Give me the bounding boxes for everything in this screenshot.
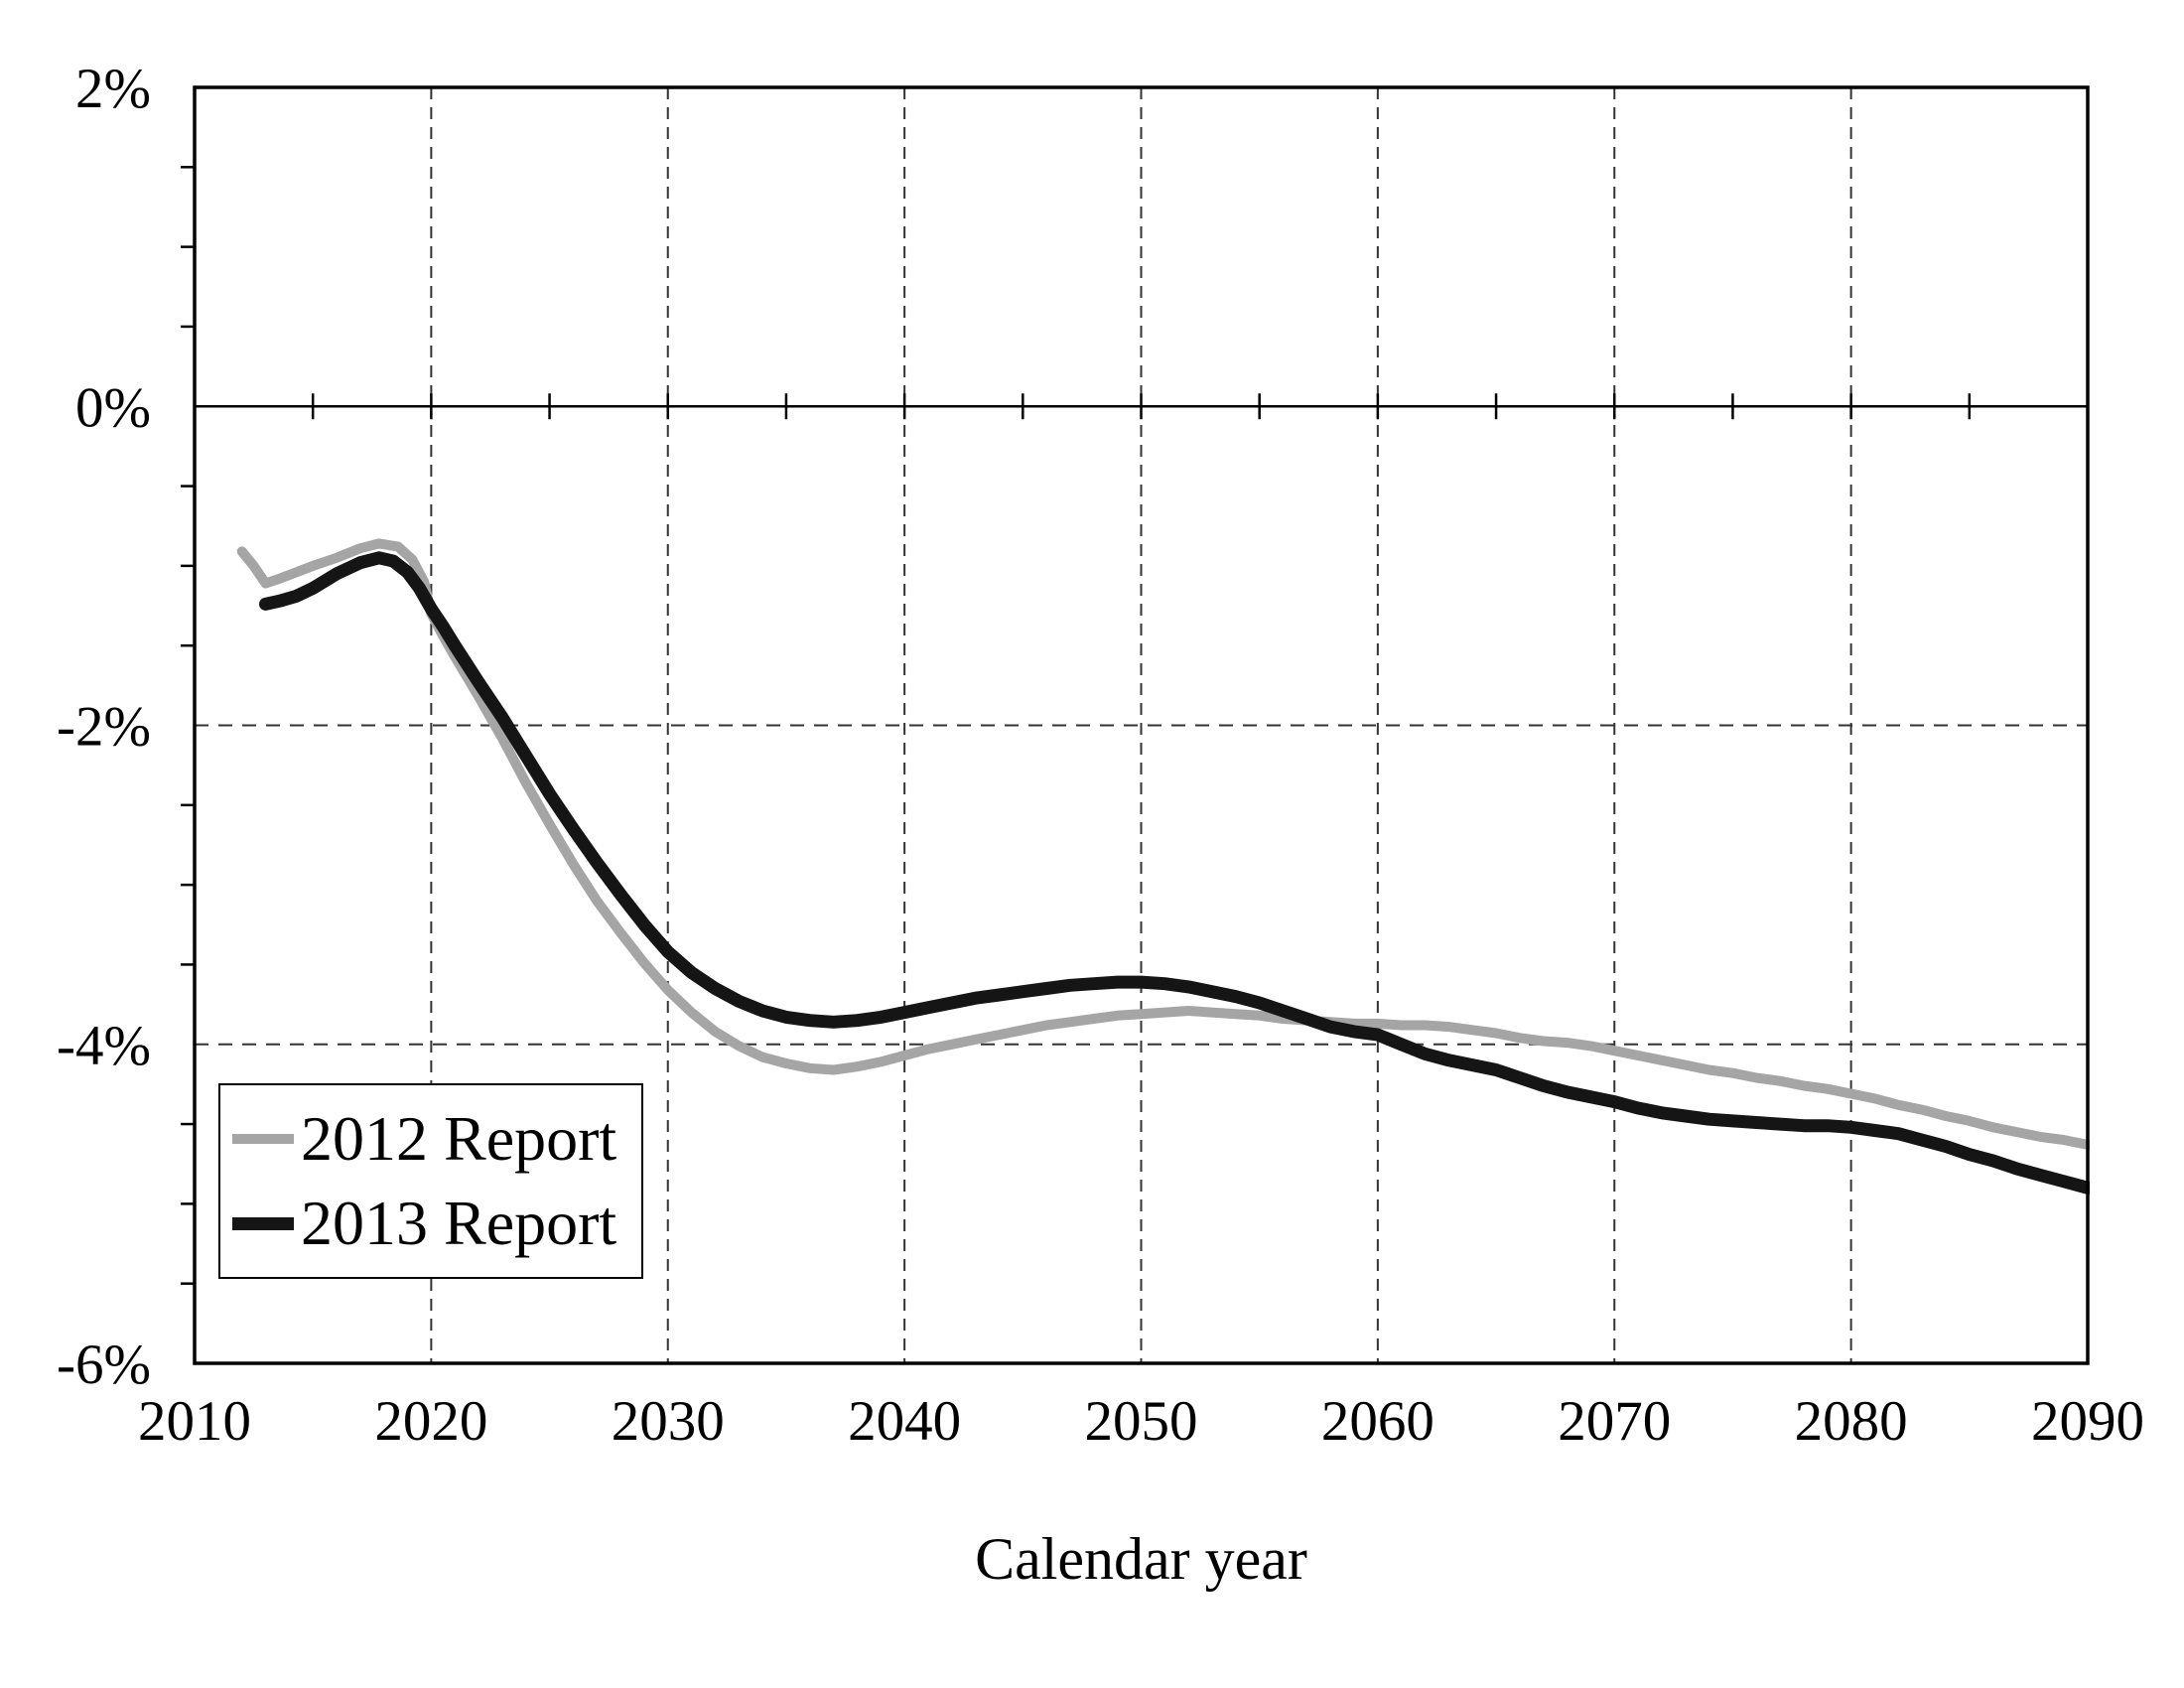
- y-tick-label-0%: 0%: [75, 376, 151, 439]
- x-tick-label-2020: 2020: [374, 1390, 487, 1453]
- series-line-2012-report: [236, 538, 2090, 1150]
- legend-swatch-2013-report: [232, 1216, 294, 1230]
- x-tick-label-2080: 2080: [1795, 1390, 1908, 1453]
- legend-label-2012-report: 2012 Report: [301, 1102, 617, 1174]
- legend: 2012 Report 2013 Report: [218, 1083, 643, 1279]
- x-tick-label-2030: 2030: [612, 1390, 725, 1453]
- x-tick-label-2050: 2050: [1085, 1390, 1198, 1453]
- series-line-2013-report: [259, 551, 2090, 1195]
- x-tick-label-2070: 2070: [1558, 1390, 1671, 1453]
- y-tick-label--6%: -6%: [57, 1334, 151, 1396]
- x-axis-title: Calendar year: [975, 1526, 1307, 1592]
- x-tick-label-2060: 2060: [1321, 1390, 1434, 1453]
- plot-border: [193, 85, 2090, 1365]
- y-tick-label-2%: 2%: [75, 58, 151, 120]
- x-tick-label-2040: 2040: [848, 1390, 961, 1453]
- x-tick-label-2090: 2090: [2031, 1390, 2144, 1453]
- legend-item-2012-report: 2012 Report: [232, 1102, 641, 1174]
- legend-label-2013-report: 2013 Report: [301, 1188, 617, 1259]
- legend-item-2013-report: 2013 Report: [232, 1192, 641, 1255]
- y-tick-label--4%: -4%: [57, 1015, 151, 1077]
- y-tick-label--2%: -2%: [57, 696, 151, 759]
- legend-swatch-2012-report: [232, 1133, 294, 1144]
- x-tick-label-2010: 2010: [138, 1390, 251, 1453]
